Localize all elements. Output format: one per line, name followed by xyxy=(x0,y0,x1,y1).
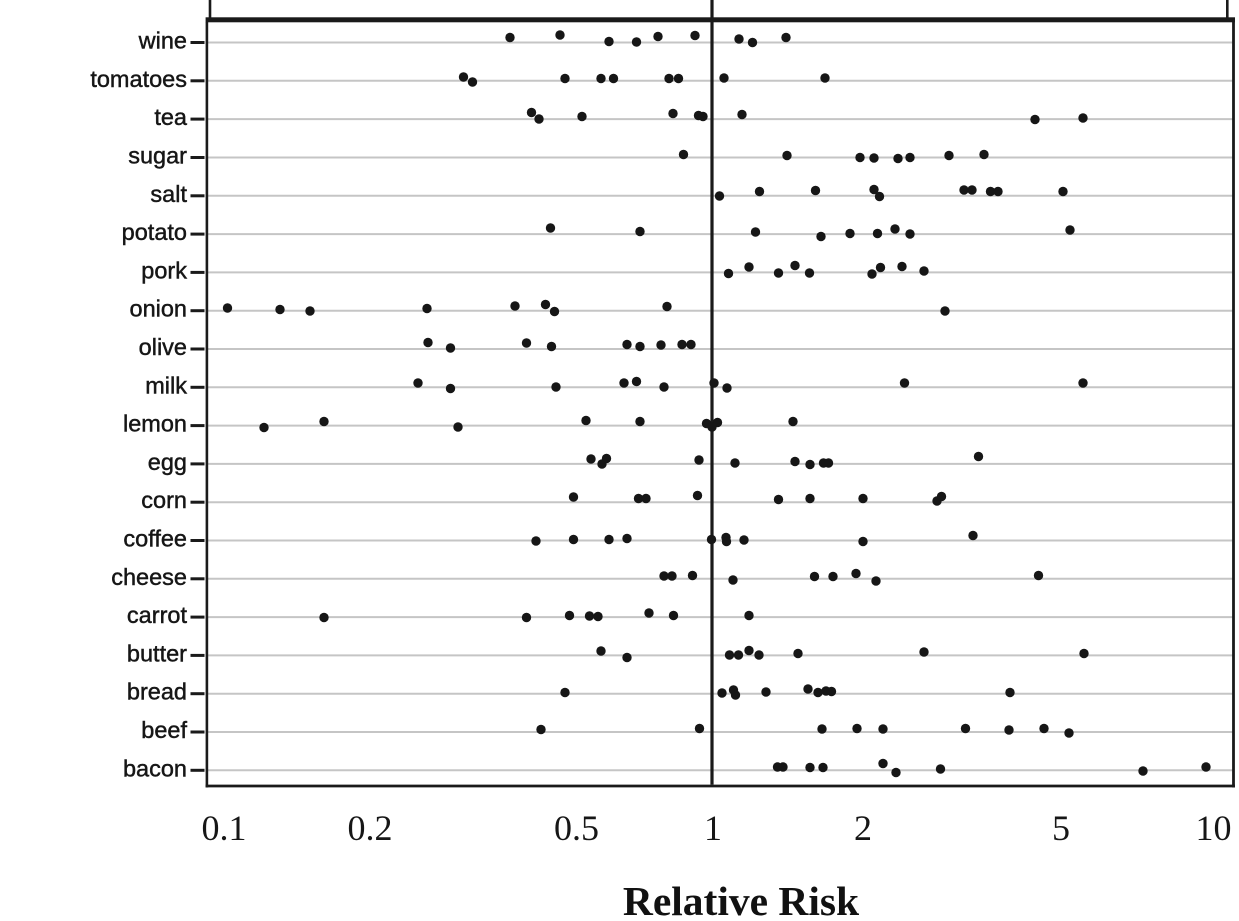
svg-text:sugar: sugar xyxy=(128,143,187,169)
svg-text:wine: wine xyxy=(138,28,187,54)
svg-text:0.5: 0.5 xyxy=(554,808,599,848)
svg-text:0.1: 0.1 xyxy=(202,808,247,848)
svg-text:Relative Risk: Relative Risk xyxy=(623,878,860,921)
svg-text:milk: milk xyxy=(145,372,187,398)
svg-text:bread: bread xyxy=(127,679,187,705)
svg-text:tea: tea xyxy=(154,104,188,130)
svg-text:10: 10 xyxy=(1196,808,1232,848)
svg-text:carrot: carrot xyxy=(127,602,188,628)
svg-text:lemon: lemon xyxy=(123,411,187,437)
svg-text:2: 2 xyxy=(854,808,872,848)
svg-text:olive: olive xyxy=(139,334,187,360)
svg-text:bacon: bacon xyxy=(123,755,187,781)
svg-text:beef: beef xyxy=(141,717,187,743)
svg-text:tomatoes: tomatoes xyxy=(90,66,187,92)
svg-text:egg: egg xyxy=(148,449,187,475)
svg-text:1: 1 xyxy=(704,808,722,848)
svg-text:salt: salt xyxy=(150,181,187,207)
svg-text:cheese: cheese xyxy=(111,564,187,590)
svg-text:5: 5 xyxy=(1052,808,1070,848)
svg-text:butter: butter xyxy=(127,640,187,666)
svg-text:onion: onion xyxy=(130,296,188,322)
svg-text:corn: corn xyxy=(141,487,187,513)
svg-text:potato: potato xyxy=(122,219,187,245)
svg-text:0.2: 0.2 xyxy=(348,808,393,848)
svg-text:pork: pork xyxy=(141,257,187,283)
svg-text:coffee: coffee xyxy=(123,526,187,552)
